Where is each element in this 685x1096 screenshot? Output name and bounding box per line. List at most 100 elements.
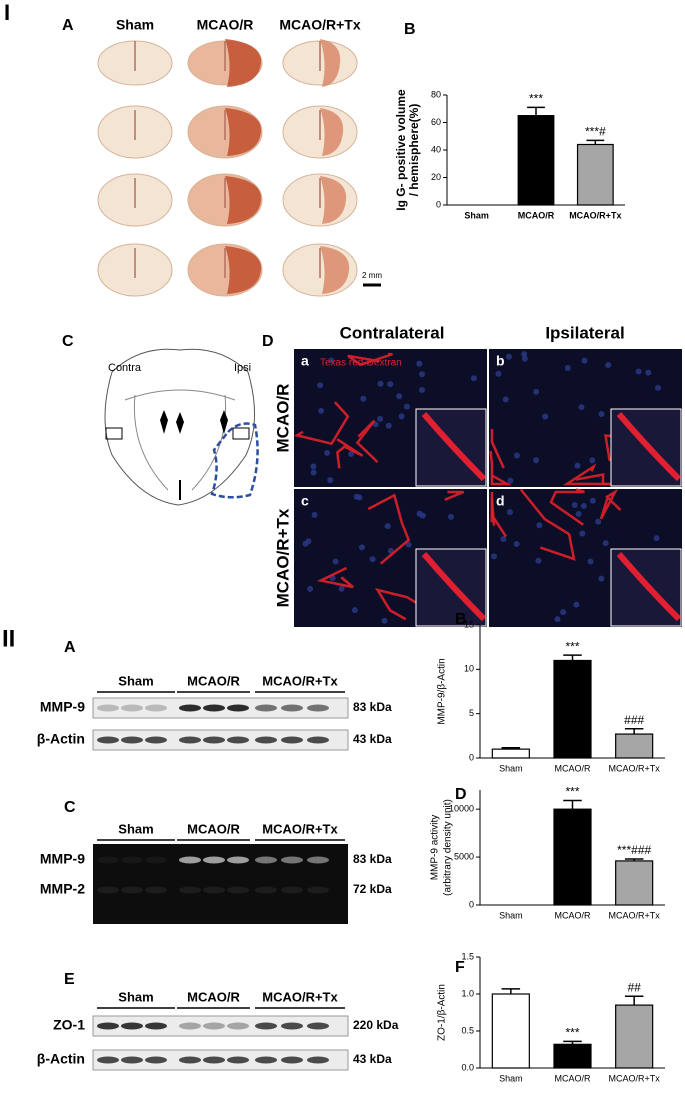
vessel [549,488,585,526]
band [255,856,277,864]
nucleus [598,411,605,418]
band [145,704,167,712]
y-axis-label: ZO-1/β-Actin [437,984,448,1041]
brain-inner [124,389,236,491]
nucleus [387,381,394,388]
nucleus [595,518,602,525]
y-tick-label: 10000 [449,804,474,814]
panel-label: B [404,21,416,38]
x-tick-label: Sham [499,763,523,773]
size-label: 72 kDa [353,882,392,896]
size-label: 43 kDa [353,1052,392,1066]
y-tick-label: 0 [469,899,474,909]
gel [93,844,348,924]
nucleus [598,575,605,582]
y-axis-label: (arbitrary density unit) [443,799,454,896]
nucleus [324,449,331,456]
nucleus [635,368,642,375]
nucleus [602,540,609,547]
nucleus [348,451,355,458]
nucleus [377,415,384,422]
y-axis-label: / hemisphere(%) [407,104,421,197]
row-label: MMP-2 [40,881,85,897]
band [307,704,329,712]
vessel [347,352,393,367]
nucleus [385,422,392,429]
row-label: MCAO/R [273,384,292,453]
y-tick-label: 80 [431,89,441,99]
infarct [320,246,350,294]
nucleus [505,353,512,360]
nucleus [500,536,507,543]
nucleus [358,544,365,551]
inset-vessel [616,412,682,482]
nucleus [360,395,367,402]
panel-label: C [64,799,76,816]
nucleus [513,540,520,547]
bar [615,733,654,759]
infarct-outline [210,422,259,499]
row-label: MMP-9 [40,851,85,867]
subpanel-label: a [301,353,309,369]
infarct [225,246,262,294]
nucleus [589,497,596,504]
band [97,886,119,894]
row-label: β-Actin [37,731,85,747]
significance: *** [565,639,579,653]
column-label: MCAO/R [197,17,254,33]
nucleus [571,502,578,509]
nucleus [521,355,528,362]
nucleus [560,609,567,616]
bar [615,1004,654,1069]
y-tick-label: 1.0 [461,988,474,998]
nucleus [403,403,410,410]
nucleus [580,502,587,509]
nucleus [398,413,405,420]
nucleus [318,407,325,414]
subpanel-label: c [301,493,309,509]
scale-bar-label: 2 mm [362,271,382,280]
band [145,856,167,864]
column-label: MCAO/R+Tx [279,17,361,33]
roi-box [232,427,250,440]
inset-vessel [616,552,682,622]
group-label: MCAO/R [187,989,240,1004]
band [145,1022,167,1030]
group-label: MCAO/R+Tx [262,673,338,688]
group-label: MCAO/R+Tx [262,989,338,1004]
nucleus [416,360,423,367]
y-tick-label: 0 [436,199,441,209]
band [121,1022,143,1030]
group-label: MCAO/R+Tx [262,821,338,836]
nucleus [536,522,543,529]
band [179,704,201,712]
band [121,1056,143,1064]
y-tick-label: 40 [431,144,441,154]
group-label: Sham [118,673,153,688]
nucleus [384,523,391,530]
nucleus [332,558,339,565]
x-tick-label: MCAO/R+Tx [569,210,621,220]
band [255,1056,277,1064]
column-label: Sham [116,17,154,33]
y-axis-label: MMP-9/β-Actin [437,658,448,724]
band [227,1022,249,1030]
nucleus [310,469,317,476]
band [179,1022,201,1030]
band [307,1022,329,1030]
panel-label: E [64,971,75,988]
bar [491,993,530,1069]
significance: ***# [585,125,606,139]
panel-label: D [455,786,467,803]
panel-label: A [62,17,74,34]
band [307,1056,329,1064]
band [203,856,225,864]
y-axis-label: Ig G- positive volume [394,89,408,211]
nucleus [507,477,514,484]
vessel [293,401,350,446]
vessel [490,492,508,538]
band [307,886,329,894]
size-label: 43 kDa [353,732,392,746]
nucleus [645,369,652,376]
y-tick-label: 0 [469,752,474,762]
